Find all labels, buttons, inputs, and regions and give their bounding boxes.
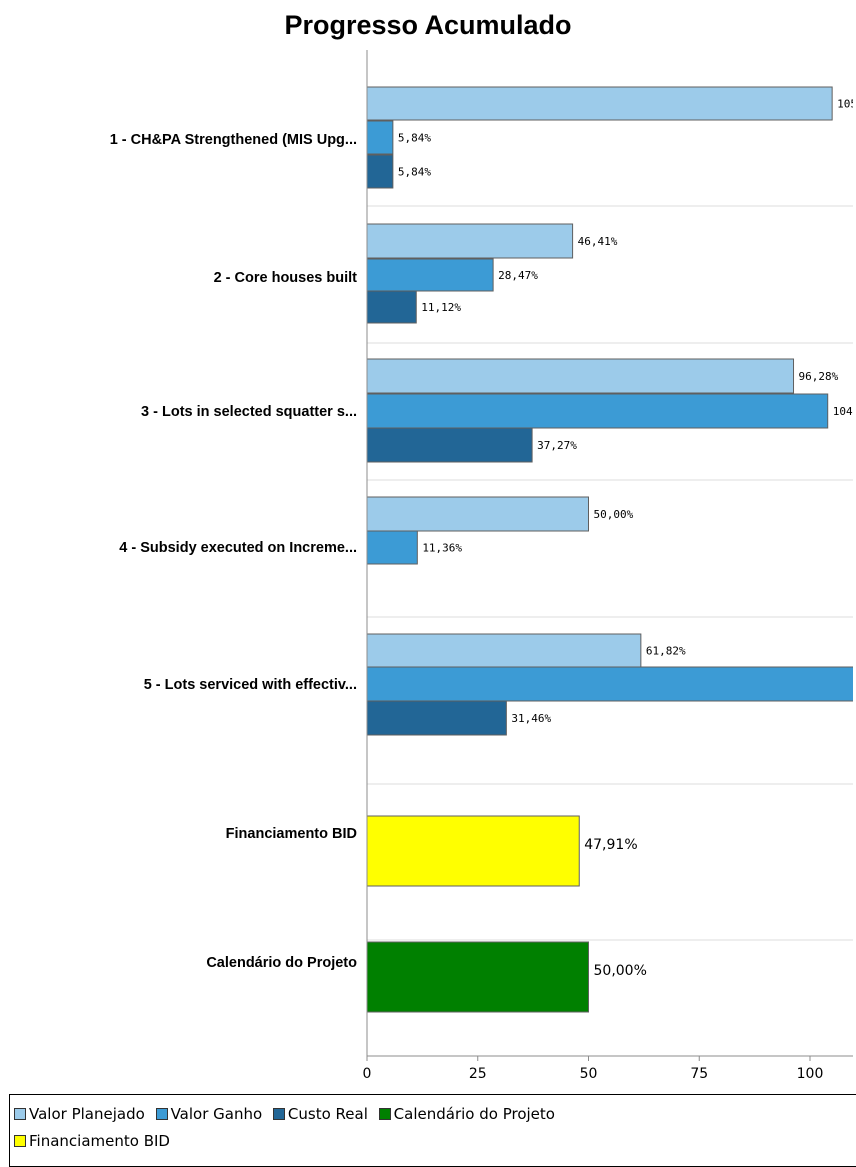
bar-custo-real-1: [367, 154, 394, 189]
bar-valor-ganho-4: [367, 530, 418, 565]
chart-legend: Valor Planejado Valor Ganho Custo Real C…: [9, 1094, 856, 1167]
plot-area: 105 5,84% 5,84% 46,41% 28,47% 11,12% 96,28% 104…: [367, 86, 856, 1013]
bar-calendario-do-projeto-7: [367, 941, 589, 1013]
x-tick-label: 25: [469, 1066, 487, 1082]
data-label: 31,46%: [511, 712, 551, 725]
legend-swatch-valor-ganho: [155, 1108, 168, 1120]
data-label: 11,36%: [422, 542, 462, 555]
data-label: 11,12%: [421, 301, 461, 314]
legend-swatch-custo-real: [272, 1108, 285, 1120]
legend-label: Valor Planejado: [29, 1105, 145, 1123]
bar-valor-planejado-5: [367, 633, 642, 668]
category-label: 1 - CH&PA Strengthened (MIS Upg...: [110, 132, 357, 148]
data-label: 50,00%: [594, 963, 647, 979]
legend-item-calendario-do-projeto: Calendário do Projeto: [378, 1105, 555, 1123]
legend-swatch-valor-planejado: [14, 1108, 26, 1120]
legend-swatch-financiamento-bid: [14, 1135, 26, 1147]
data-label: 47,91%: [584, 837, 637, 853]
chart-plot: 105 5,84% 5,84% 46,41% 28,47% 11,12% 96,28% 104…: [110, 50, 856, 1082]
x-tick-label: 100: [797, 1066, 824, 1082]
data-label: 5,84%: [398, 166, 431, 179]
bar-valor-planejado-3: [367, 358, 795, 394]
x-tick-label: 0: [363, 1066, 372, 1082]
data-label: 28,47%: [498, 269, 538, 282]
legend-item-financiamento-bid: Financiamento BID: [14, 1132, 170, 1150]
data-label: 50,00%: [594, 508, 634, 521]
category-label: 5 - Lots serviced with effectiv...: [144, 677, 357, 693]
data-label: 37,27%: [537, 439, 577, 452]
data-label: 104: [833, 405, 853, 418]
bar-valor-planejado-4: [367, 496, 589, 532]
bar-custo-real-3: [367, 427, 533, 463]
data-label: 46,41%: [578, 235, 618, 248]
bar-financiamento-bid-6: [367, 815, 580, 887]
data-label: 5,84%: [398, 132, 431, 145]
category-label: 3 - Lots in selected squatter s...: [141, 404, 357, 420]
legend-item-custo-real: Custo Real: [272, 1105, 368, 1123]
category-label: Calendário do Projeto: [206, 955, 357, 971]
data-label: 96,28%: [799, 370, 839, 383]
bar-valor-ganho-1: [367, 120, 394, 155]
bar-valor-ganho-3: [367, 393, 829, 429]
legend-item-valor-ganho: Valor Ganho: [155, 1105, 263, 1123]
legend-label: Financiamento BID: [29, 1132, 170, 1150]
bar-valor-planejado-1: [367, 86, 833, 121]
legend-label: Calendário do Projeto: [393, 1105, 555, 1123]
bar-valor-planejado-2: [367, 223, 574, 259]
x-tick-label: 50: [580, 1066, 598, 1082]
legend-row-1: Valor Planejado Valor Ganho Custo Real C…: [14, 1105, 561, 1124]
bar-valor-ganho-5: [367, 666, 853, 702]
legend-row-2: Financiamento BID: [14, 1132, 176, 1151]
category-label: Financiamento BID: [226, 826, 357, 842]
bar-custo-real-2: [367, 290, 417, 324]
legend-item-valor-planejado: Valor Planejado: [14, 1105, 145, 1123]
chart-title: Progresso Acumulado: [284, 10, 572, 40]
data-label: 61,82%: [646, 645, 686, 658]
x-tick-label: 75: [690, 1066, 708, 1082]
category-label: 4 - Subsidy executed on Increme...: [119, 540, 357, 556]
legend-label: Valor Ganho: [170, 1105, 263, 1123]
data-label: 105: [837, 98, 856, 111]
category-label: 2 - Core houses built: [214, 270, 358, 286]
bar-custo-real-5: [367, 700, 507, 736]
legend-swatch-calendario-do-projeto: [378, 1108, 391, 1120]
legend-label: Custo Real: [287, 1105, 368, 1123]
bar-valor-ganho-2: [367, 258, 494, 292]
